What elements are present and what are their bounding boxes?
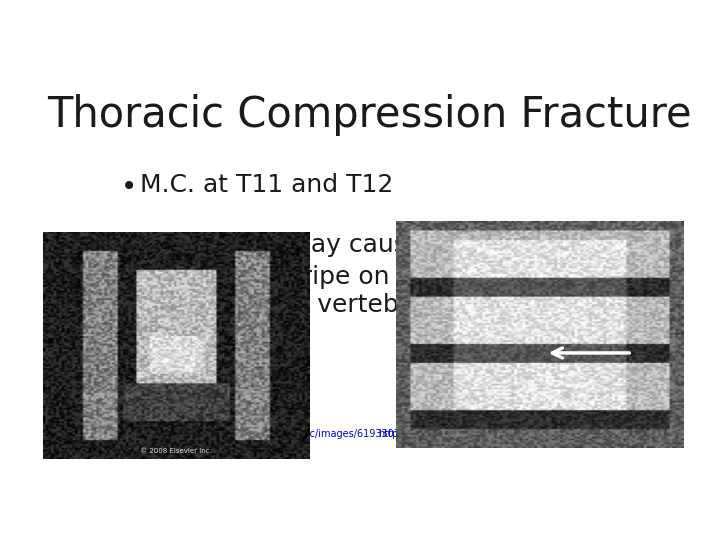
Text: M.C. at T11 and T12: M.C. at T11 and T12 (140, 173, 394, 197)
Text: Wedge shape vertebra on lateral film: Wedge shape vertebra on lateral film (140, 294, 607, 318)
Text: •: • (121, 233, 137, 261)
Text: http://download.imaeins.consult.com/ic/images/619330332077309 38/
gr3-midi.jpg: http://download.imaeins.consult.com/ic/i… (124, 429, 468, 450)
Text: •: • (121, 173, 137, 201)
Text: Thoracic Compression Fracture: Thoracic Compression Fracture (47, 94, 691, 136)
Text: © 2008 Elsevier Inc.: © 2008 Elsevier Inc. (140, 448, 212, 455)
Text: Hematoma may cause displacement of the
paraspinal stripe on AP film: Hematoma may cause displacement of the p… (140, 233, 680, 289)
Text: •: • (121, 294, 137, 321)
Text: http://orthoinfo.aaos.org/topic.cfm?topic=A00538: http://orthoinfo.aaos.org/topic.cfm?topi… (378, 429, 620, 438)
